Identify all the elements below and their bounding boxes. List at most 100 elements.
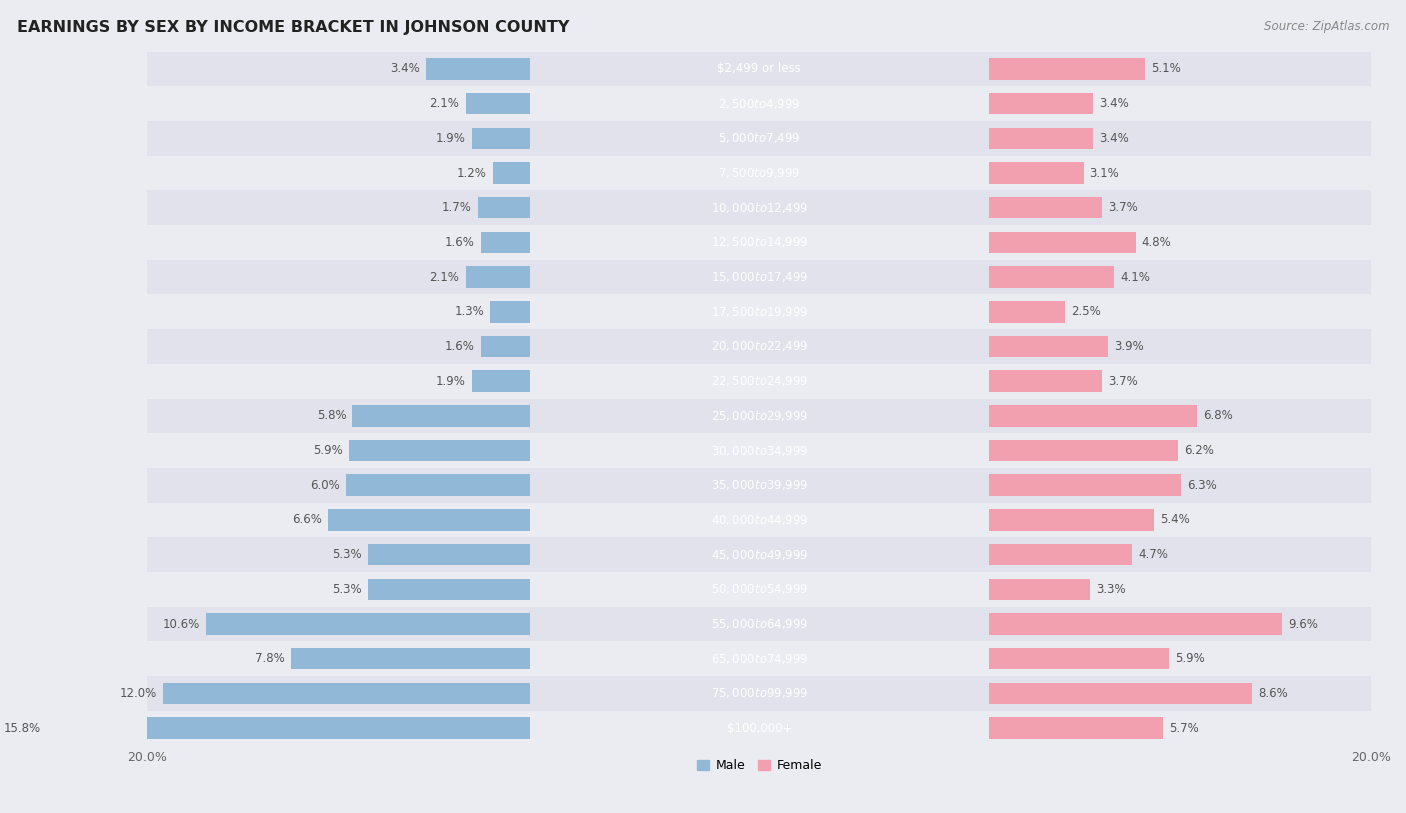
Bar (148, 641, 1371, 676)
Bar (353, 405, 530, 427)
Bar (988, 475, 1181, 496)
Text: 15.8%: 15.8% (3, 722, 41, 735)
Bar (988, 509, 1154, 531)
Bar (163, 683, 530, 704)
Bar (988, 59, 1144, 80)
Text: 5.3%: 5.3% (332, 583, 361, 596)
Text: 2.5%: 2.5% (1071, 305, 1101, 318)
Text: 1.9%: 1.9% (436, 132, 465, 145)
Bar (148, 606, 1371, 641)
Bar (988, 232, 1136, 253)
Bar (148, 363, 1371, 398)
Text: 4.1%: 4.1% (1121, 271, 1150, 284)
Text: $45,000 to $49,999: $45,000 to $49,999 (710, 548, 808, 562)
Bar (481, 232, 530, 253)
Text: 5.9%: 5.9% (1175, 652, 1205, 665)
Text: $5,000 to $7,499: $5,000 to $7,499 (718, 132, 800, 146)
Bar (148, 433, 1371, 468)
Text: $55,000 to $64,999: $55,000 to $64,999 (710, 617, 808, 631)
Text: 3.7%: 3.7% (1108, 201, 1137, 214)
Text: 9.6%: 9.6% (1288, 618, 1319, 631)
Bar (148, 155, 1371, 190)
Bar (148, 259, 1371, 294)
Text: 3.7%: 3.7% (1108, 375, 1137, 388)
Text: 1.9%: 1.9% (436, 375, 465, 388)
Bar (426, 59, 530, 80)
Text: 6.3%: 6.3% (1188, 479, 1218, 492)
Bar (349, 440, 530, 461)
Bar (988, 336, 1108, 357)
Bar (148, 51, 1371, 86)
Bar (291, 648, 530, 669)
Bar (988, 267, 1114, 288)
Bar (988, 163, 1084, 184)
Text: EARNINGS BY SEX BY INCOME BRACKET IN JOHNSON COUNTY: EARNINGS BY SEX BY INCOME BRACKET IN JOH… (17, 20, 569, 35)
Text: 1.6%: 1.6% (444, 340, 475, 353)
Text: 1.3%: 1.3% (454, 305, 484, 318)
Text: $2,500 to $4,999: $2,500 to $4,999 (718, 97, 800, 111)
Text: $22,500 to $24,999: $22,500 to $24,999 (710, 374, 808, 388)
Bar (494, 163, 530, 184)
Text: 5.7%: 5.7% (1170, 722, 1199, 735)
Bar (368, 579, 530, 600)
Bar (988, 371, 1102, 392)
Bar (491, 301, 530, 323)
Text: 6.6%: 6.6% (292, 514, 322, 527)
Text: $17,500 to $19,999: $17,500 to $19,999 (710, 305, 808, 319)
Bar (465, 267, 530, 288)
Bar (988, 717, 1163, 739)
Text: $35,000 to $39,999: $35,000 to $39,999 (710, 478, 808, 492)
Bar (148, 294, 1371, 329)
Bar (472, 371, 530, 392)
Bar (988, 301, 1066, 323)
Bar (988, 197, 1102, 219)
Text: $20,000 to $22,499: $20,000 to $22,499 (710, 340, 808, 354)
Bar (472, 128, 530, 149)
Text: 1.7%: 1.7% (441, 201, 472, 214)
Bar (148, 190, 1371, 225)
Text: $2,499 or less: $2,499 or less (717, 63, 801, 76)
Bar (148, 711, 1371, 746)
Text: 7.8%: 7.8% (256, 652, 285, 665)
Text: 4.7%: 4.7% (1139, 548, 1168, 561)
Text: 1.2%: 1.2% (457, 167, 486, 180)
Bar (148, 398, 1371, 433)
Text: 5.8%: 5.8% (316, 410, 346, 422)
Bar (148, 502, 1371, 537)
Bar (148, 468, 1371, 502)
Text: $15,000 to $17,499: $15,000 to $17,499 (710, 270, 808, 284)
Bar (481, 336, 530, 357)
Text: $7,500 to $9,999: $7,500 to $9,999 (718, 166, 800, 180)
Bar (988, 128, 1092, 149)
Text: 4.8%: 4.8% (1142, 236, 1171, 249)
Text: Source: ZipAtlas.com: Source: ZipAtlas.com (1264, 20, 1389, 33)
Text: 5.4%: 5.4% (1160, 514, 1189, 527)
Text: 5.9%: 5.9% (314, 444, 343, 457)
Bar (368, 544, 530, 565)
Bar (328, 509, 530, 531)
Bar (205, 613, 530, 635)
Bar (148, 329, 1371, 363)
Bar (988, 683, 1251, 704)
Text: 8.6%: 8.6% (1258, 687, 1288, 700)
Text: 2.1%: 2.1% (430, 97, 460, 110)
Text: $65,000 to $74,999: $65,000 to $74,999 (710, 652, 808, 666)
Bar (148, 676, 1371, 711)
Text: 3.1%: 3.1% (1090, 167, 1119, 180)
Text: 6.8%: 6.8% (1202, 410, 1233, 422)
Text: 1.6%: 1.6% (444, 236, 475, 249)
Text: $30,000 to $34,999: $30,000 to $34,999 (710, 444, 808, 458)
Text: $25,000 to $29,999: $25,000 to $29,999 (710, 409, 808, 423)
Text: 3.4%: 3.4% (1099, 97, 1129, 110)
Bar (988, 544, 1132, 565)
Bar (346, 475, 530, 496)
Legend: Male, Female: Male, Female (692, 754, 827, 777)
Bar (148, 537, 1371, 572)
Bar (148, 225, 1371, 259)
Text: 5.1%: 5.1% (1152, 63, 1181, 76)
Text: 6.2%: 6.2% (1184, 444, 1215, 457)
Text: $12,500 to $14,999: $12,500 to $14,999 (710, 236, 808, 250)
Text: 3.4%: 3.4% (1099, 132, 1129, 145)
Text: $75,000 to $99,999: $75,000 to $99,999 (710, 686, 808, 700)
Bar (988, 648, 1170, 669)
